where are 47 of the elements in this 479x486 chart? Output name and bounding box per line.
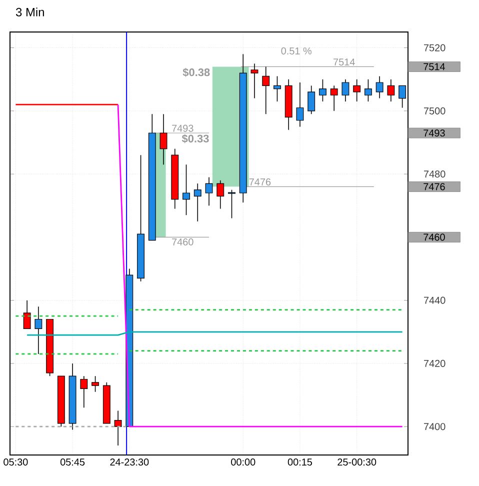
ref-line-label: 7493 bbox=[172, 124, 194, 132]
x-tick-label: 05:30 bbox=[4, 458, 28, 466]
candlestick bbox=[92, 376, 99, 392]
band-label: $0.38 bbox=[182, 68, 210, 77]
ref-line-label: 7476 bbox=[249, 178, 271, 186]
y-tick-label: 7400 bbox=[424, 423, 446, 430]
candlestick bbox=[342, 78, 350, 102]
candlestick bbox=[34, 306, 42, 354]
candlestick bbox=[250, 63, 258, 99]
chart-title: 3 Min bbox=[16, 8, 44, 16]
text: 7460 bbox=[424, 234, 445, 241]
y-tick-label: 7440 bbox=[424, 296, 446, 304]
x-tick-label: 05:45 bbox=[60, 458, 85, 466]
candlestick bbox=[319, 78, 326, 102]
candlestick bbox=[353, 78, 361, 102]
candlestick bbox=[205, 176, 213, 206]
candlestick bbox=[216, 180, 224, 210]
candlestick bbox=[114, 410, 122, 446]
text: 7493 bbox=[424, 129, 445, 137]
candlestick bbox=[262, 66, 270, 114]
candlestick bbox=[387, 78, 395, 102]
text: 7514 bbox=[424, 63, 445, 70]
x-tick-label: 00:00 bbox=[231, 458, 256, 466]
candlestick bbox=[228, 189, 236, 219]
y-tick-label: 7500 bbox=[424, 107, 446, 114]
x-tick-label: 24-23:30 bbox=[110, 458, 149, 466]
candlestick bbox=[274, 76, 281, 102]
x-tick-label: 00:15 bbox=[288, 458, 312, 466]
candlestick bbox=[364, 78, 372, 102]
candlestick bbox=[23, 300, 31, 330]
candlestick bbox=[296, 82, 304, 128]
band-label: $0.33 bbox=[182, 134, 209, 144]
ref-line-label: 7460 bbox=[172, 238, 194, 246]
candlestick bbox=[376, 76, 384, 99]
candlestick bbox=[160, 114, 168, 165]
y-tick-label: 7520 bbox=[424, 44, 446, 52]
y-tick-label: 7420 bbox=[424, 360, 446, 367]
candlestick bbox=[308, 85, 316, 114]
y-tick-label: 7480 bbox=[424, 170, 446, 178]
candlestick bbox=[330, 85, 338, 112]
candlestick bbox=[182, 164, 190, 216]
ref-line-label: 7514 bbox=[334, 58, 355, 66]
x-tick-label: 25-00:30 bbox=[338, 458, 376, 466]
candlestick bbox=[194, 183, 202, 222]
text: 7476 bbox=[424, 183, 445, 190]
annotation: 0.51 % bbox=[281, 47, 312, 54]
candlestick bbox=[80, 376, 88, 408]
